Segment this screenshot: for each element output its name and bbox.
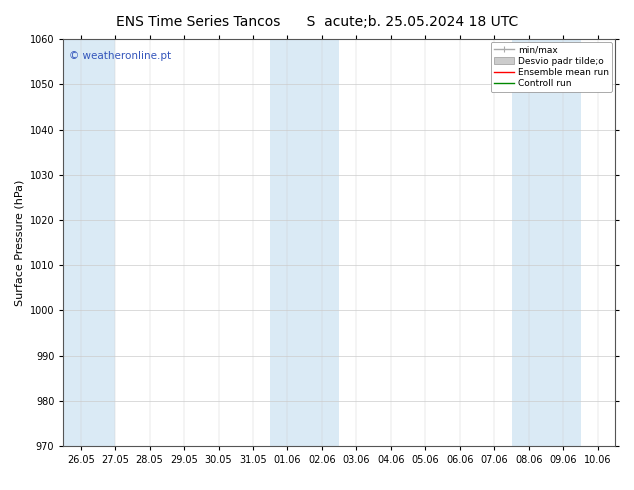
Text: ENS Time Series Tancos      S  acute;b. 25.05.2024 18 UTC: ENS Time Series Tancos S acute;b. 25.05.… bbox=[116, 15, 518, 29]
Text: © weatheronline.pt: © weatheronline.pt bbox=[69, 51, 171, 61]
Bar bbox=[512, 39, 581, 446]
Bar bbox=[63, 39, 115, 446]
Bar bbox=[270, 39, 339, 446]
Legend: min/max, Desvio padr tilde;o, Ensemble mean run, Controll run: min/max, Desvio padr tilde;o, Ensemble m… bbox=[491, 42, 612, 92]
Y-axis label: Surface Pressure (hPa): Surface Pressure (hPa) bbox=[14, 179, 24, 306]
